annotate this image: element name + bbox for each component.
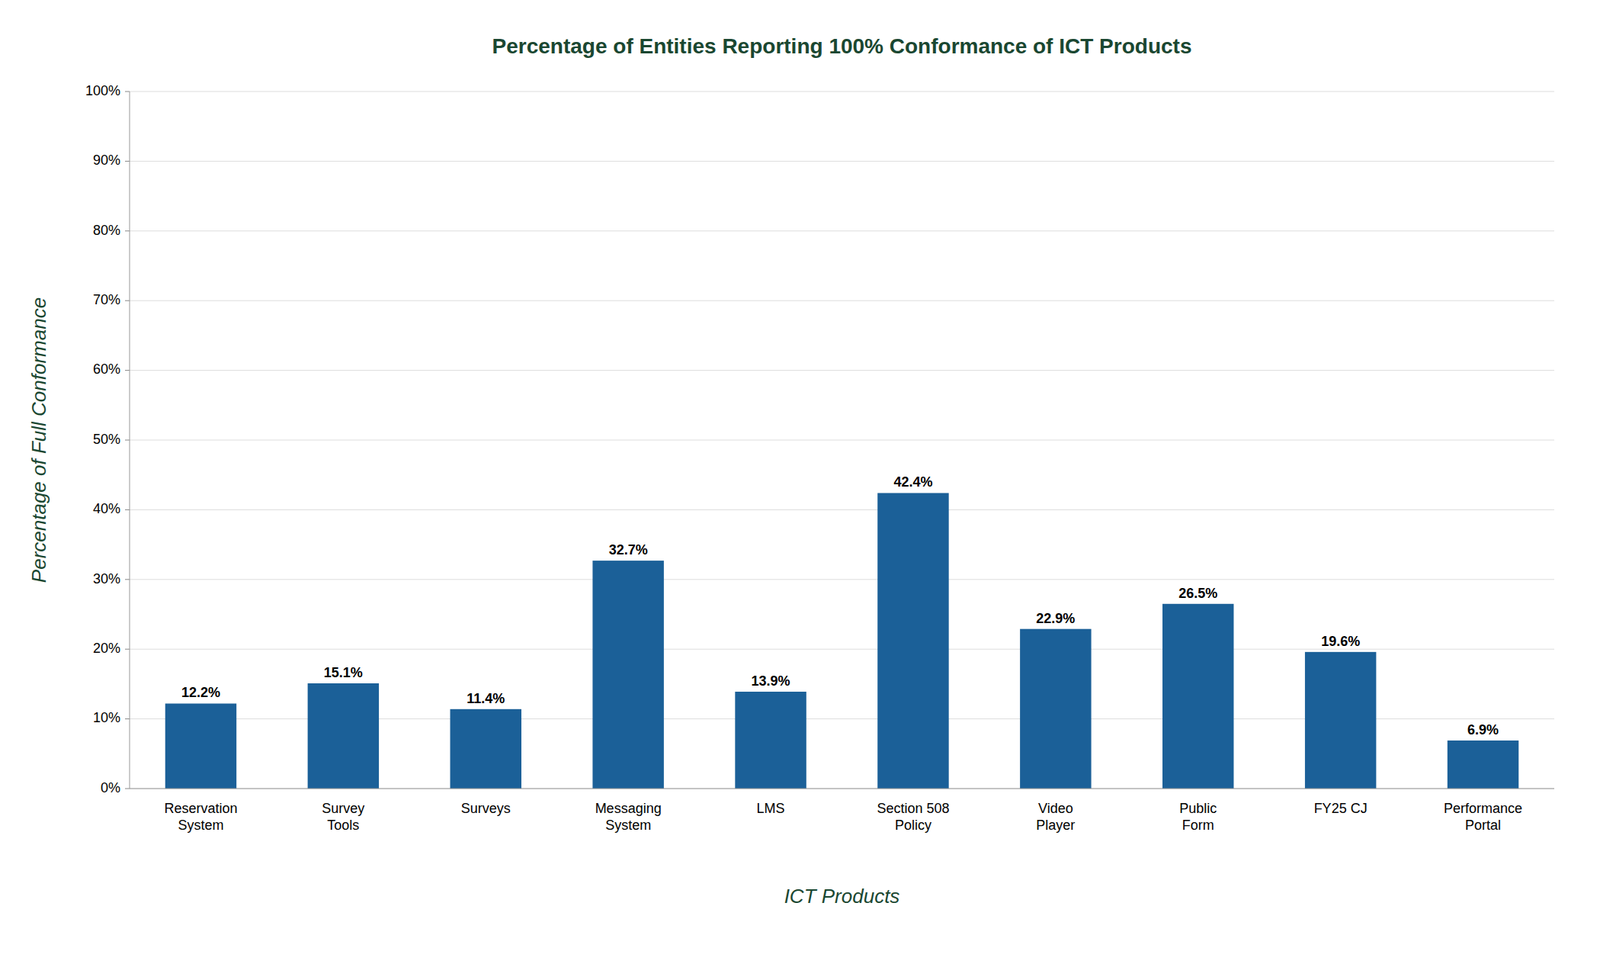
x-tick-label: FY25 CJ	[1314, 800, 1368, 816]
y-axis-line	[129, 91, 131, 789]
y-tick-label: 90%	[92, 152, 121, 168]
grid	[129, 91, 1555, 789]
x-tick-label-line: Video	[1038, 800, 1074, 816]
x-tick-label: PublicForm	[1179, 800, 1217, 833]
y-tick	[125, 509, 130, 510]
y-tick	[125, 300, 130, 302]
x-tick-label: Section 508Policy	[876, 800, 950, 833]
x-tick-label: SurveyTools	[321, 800, 365, 833]
chart: 0% 10% 20% 30% 40% 50% 60% 70% 80% 90% 100% 12.2% 15…	[0, 0, 1600, 964]
x-tick-label: PerformancePortal	[1443, 800, 1523, 833]
data-label: 19.6%	[1321, 633, 1360, 649]
data-label: 42.4%	[893, 474, 933, 490]
bar	[1019, 628, 1091, 789]
data-label: 6.9%	[1467, 721, 1499, 738]
bars	[165, 492, 1520, 789]
bar	[1447, 740, 1519, 789]
title: Percentage of Entities Reporting 100% Co…	[492, 34, 1193, 58]
data-labels: 12.2% 15.1% 11.4% 32.7% 13.9% 42.4% 22.9% 26.5%…	[181, 474, 1499, 737]
x-tick-label-line: LMS	[756, 800, 786, 816]
x-tick-label-line: Portal	[1465, 817, 1501, 833]
y-tick	[125, 578, 130, 580]
x-tick-label: VideoPlayer	[1035, 800, 1075, 833]
grid-line	[129, 439, 1555, 441]
x-tick-label-line: FY25 CJ	[1314, 800, 1368, 816]
y-tick	[125, 91, 130, 93]
y-tick-label: 0%	[100, 779, 121, 796]
x-tick-label: MessagingSystem	[595, 800, 662, 833]
grid-line	[129, 230, 1555, 231]
x-tick-label-line: Public	[1179, 800, 1217, 816]
bar	[877, 492, 949, 789]
y-tick	[125, 160, 130, 162]
x-tick-label-line: Tools	[327, 817, 360, 833]
x-tick-label-line: Form	[1182, 817, 1215, 833]
y-tick-label: 30%	[92, 570, 121, 587]
data-label: 22.9%	[1035, 610, 1075, 626]
y-tick-label: 40%	[92, 500, 121, 517]
y-tick	[125, 648, 130, 650]
y-tick	[125, 788, 130, 789]
grid-line	[129, 509, 1555, 510]
y-tick-label: 70%	[92, 291, 121, 308]
bar	[1162, 603, 1234, 789]
x-tick-label: LMS	[756, 800, 786, 816]
bar	[592, 560, 664, 789]
y-tick-label: 50%	[92, 431, 121, 447]
data-label: 32.7%	[609, 541, 648, 558]
data-label: 12.2%	[181, 684, 221, 700]
y-tick-label: 20%	[92, 640, 121, 656]
x-tick-label: Surveys	[461, 800, 511, 816]
x-tick-label-line: Surveys	[461, 800, 511, 816]
data-label: 13.9%	[751, 673, 791, 689]
y-tick	[125, 439, 130, 441]
x-tick-label-line: Survey	[321, 800, 365, 816]
x-axis-label: ICT Products	[784, 884, 901, 908]
x-tick-label-line: Messaging	[595, 800, 662, 816]
x-tick-label-line: Policy	[894, 817, 932, 833]
data-label: 26.5%	[1178, 585, 1218, 601]
x-axis-line	[129, 788, 1555, 789]
bar	[1305, 651, 1376, 789]
x-tick-label-line: System	[605, 817, 651, 833]
grid-line	[129, 788, 1555, 789]
bar	[307, 682, 379, 789]
y-tick	[125, 230, 130, 231]
x-tick-label-line: System	[177, 817, 224, 833]
grid-line	[129, 578, 1555, 580]
y-tick-label: 80%	[92, 222, 121, 238]
y-tick	[125, 369, 130, 371]
grid-line	[129, 160, 1555, 162]
data-label: 15.1%	[323, 664, 363, 680]
grid-line	[129, 300, 1555, 302]
data-label: 11.4%	[466, 690, 505, 706]
bar	[734, 691, 806, 789]
y-tick-label: 10%	[92, 709, 121, 725]
y-axis: 0% 10% 20% 30% 40% 50% 60% 70% 80% 90% 100%	[85, 83, 130, 796]
bar	[165, 702, 237, 789]
x-tick-label: ReservationSystem	[163, 800, 238, 833]
grid-line	[129, 91, 1555, 93]
bar	[450, 708, 522, 789]
y-axis-label: Percentage of Full Conformance	[27, 297, 51, 583]
x-tick-label-line: Performance	[1443, 800, 1523, 816]
x-tick-label-line: Reservation	[163, 800, 238, 816]
y-tick-label: 100%	[85, 83, 121, 99]
grid-line	[129, 369, 1555, 371]
y-tick	[125, 718, 130, 719]
x-axis: ReservationSystemSurveyToolsSurveysMessa…	[163, 800, 1523, 833]
x-tick-label-line: Player	[1035, 817, 1075, 833]
y-tick-label: 60%	[92, 361, 121, 377]
x-tick-label-line: Section 508	[876, 800, 950, 816]
